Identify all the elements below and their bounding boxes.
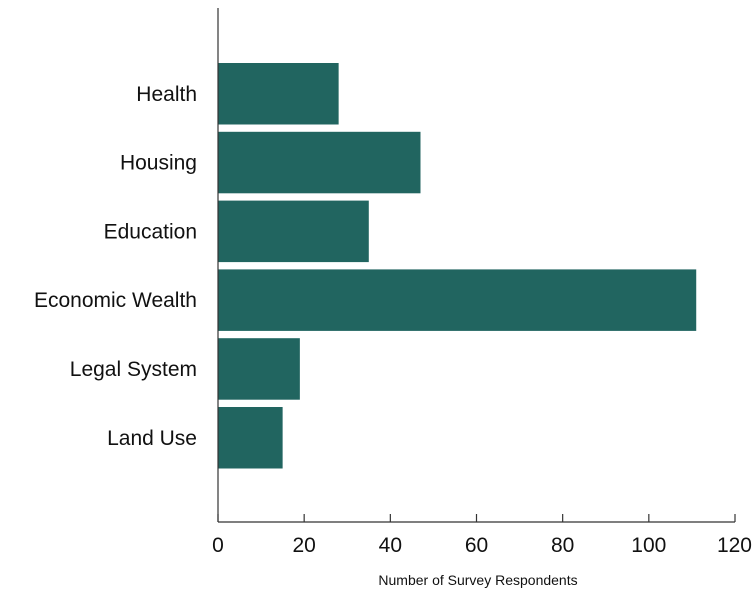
bar-education — [218, 200, 369, 263]
x-tick-label-100: 100 — [631, 534, 666, 557]
x-ticks: 0 20 40 60 80 100 120 — [212, 514, 752, 557]
bar-legal-system — [218, 338, 300, 400]
category-label-land-use: Land Use — [107, 427, 197, 450]
bar-health — [218, 63, 339, 125]
x-tick-label-60: 60 — [465, 534, 488, 557]
bar-land-use — [218, 407, 283, 469]
category-label-housing: Housing — [120, 152, 197, 175]
category-labels: Health Housing Education Economic Wealth Leg… — [34, 83, 197, 450]
x-tick-label-120: 120 — [717, 534, 752, 557]
bar-economic-wealth — [218, 269, 697, 331]
bar-housing — [218, 131, 421, 194]
x-axis-title: Number of Survey Respondents — [378, 572, 577, 588]
x-tick-label-40: 40 — [379, 534, 402, 557]
x-tick-label-0: 0 — [212, 534, 224, 557]
x-tick-label-80: 80 — [551, 534, 574, 557]
category-label-education: Education — [104, 220, 197, 243]
category-label-health: Health — [136, 83, 197, 106]
category-label-legal-system: Legal System — [70, 358, 197, 381]
x-tick-label-20: 20 — [292, 534, 315, 557]
category-label-economic-wealth: Economic Wealth — [34, 289, 197, 312]
bars-group — [218, 63, 697, 469]
